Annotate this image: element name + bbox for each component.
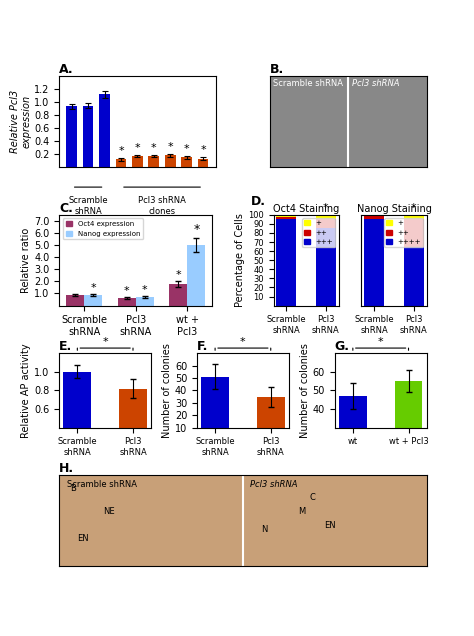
- Title: Nanog Staining: Nanog Staining: [356, 204, 431, 214]
- Bar: [116, 160, 126, 167]
- Bar: [136, 297, 154, 306]
- Text: Scramble
shRNA: Scramble shRNA: [68, 196, 108, 216]
- Bar: [165, 155, 175, 167]
- Text: *: *: [135, 143, 140, 153]
- Y-axis label: Relative ratio: Relative ratio: [21, 228, 31, 293]
- Text: *: *: [142, 285, 147, 295]
- Bar: [365, 215, 384, 216]
- Bar: [84, 294, 102, 306]
- Bar: [132, 156, 143, 167]
- Y-axis label: Number of colonies: Number of colonies: [162, 343, 172, 438]
- Text: EN: EN: [78, 534, 89, 543]
- Text: Scramble shRNA: Scramble shRNA: [273, 79, 343, 88]
- Bar: [316, 215, 336, 219]
- Text: *: *: [102, 336, 108, 347]
- Bar: [66, 106, 77, 167]
- Bar: [182, 157, 192, 167]
- Bar: [276, 215, 296, 217]
- Text: *: *: [184, 144, 190, 154]
- Bar: [187, 245, 205, 306]
- Text: F.: F.: [197, 340, 209, 353]
- Text: *: *: [91, 282, 96, 293]
- Text: Pcl3 shRNA: Pcl3 shRNA: [352, 79, 399, 88]
- Bar: [316, 219, 336, 228]
- Bar: [118, 298, 136, 306]
- Text: EN: EN: [324, 521, 336, 530]
- Text: B.: B.: [270, 64, 284, 76]
- Legend: +, ++, +++: +, ++, +++: [302, 218, 335, 247]
- Text: N: N: [261, 525, 268, 534]
- Bar: [119, 389, 147, 465]
- Text: *: *: [175, 270, 181, 280]
- Y-axis label: Relative AP activity: Relative AP activity: [21, 343, 31, 438]
- Y-axis label: Relative Pcl3
expression: Relative Pcl3 expression: [10, 90, 31, 153]
- Bar: [66, 294, 84, 306]
- Text: *: *: [151, 143, 156, 153]
- Bar: [169, 284, 187, 306]
- Text: D.: D.: [251, 195, 266, 207]
- Y-axis label: Number of colonies: Number of colonies: [300, 343, 310, 438]
- Text: *: *: [118, 146, 124, 156]
- Bar: [257, 397, 285, 440]
- Bar: [148, 156, 159, 167]
- Text: C.: C.: [59, 202, 73, 215]
- Text: Pcl3 shRNA: Pcl3 shRNA: [250, 480, 298, 489]
- Bar: [394, 381, 422, 483]
- Text: Pcl3 shRNA
clones: Pcl3 shRNA clones: [138, 196, 186, 216]
- Text: *: *: [193, 223, 200, 236]
- Legend: Oct4 expression, Nanog expression: Oct4 expression, Nanog expression: [63, 218, 143, 239]
- Bar: [365, 216, 384, 219]
- Bar: [83, 106, 93, 167]
- Text: *: *: [323, 203, 328, 213]
- Bar: [64, 372, 91, 465]
- Text: G.: G.: [335, 340, 350, 353]
- Text: B: B: [70, 485, 76, 494]
- Text: E.: E.: [59, 340, 73, 353]
- Bar: [276, 219, 296, 306]
- Y-axis label: Percentage of Cells: Percentage of Cells: [235, 213, 245, 307]
- Text: NE: NE: [103, 507, 115, 516]
- Bar: [198, 159, 209, 167]
- Bar: [276, 217, 296, 219]
- Bar: [99, 95, 110, 167]
- Text: *: *: [124, 286, 129, 296]
- Text: H.: H.: [59, 462, 74, 475]
- Text: *: *: [411, 203, 417, 213]
- Bar: [316, 228, 336, 306]
- Text: *: *: [240, 336, 246, 347]
- Bar: [365, 219, 384, 306]
- Bar: [404, 219, 424, 247]
- Text: Scramble shRNA: Scramble shRNA: [66, 480, 137, 489]
- Bar: [404, 247, 424, 306]
- Bar: [404, 215, 424, 219]
- Title: Oct4 Staining: Oct4 Staining: [273, 204, 339, 214]
- Text: M: M: [298, 507, 305, 516]
- Legend: +, ++, ++++: +, ++, ++++: [384, 218, 423, 247]
- Bar: [339, 396, 367, 483]
- Text: *: *: [167, 142, 173, 152]
- Bar: [201, 377, 229, 440]
- Text: *: *: [201, 146, 206, 155]
- Text: *: *: [378, 336, 383, 347]
- Text: C: C: [309, 494, 315, 502]
- Text: A.: A.: [59, 64, 74, 76]
